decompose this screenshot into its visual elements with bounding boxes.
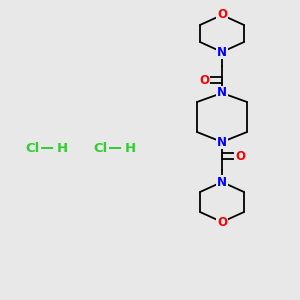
Text: N: N: [217, 46, 227, 59]
Text: N: N: [217, 86, 227, 100]
Text: N: N: [217, 136, 227, 148]
Text: H: H: [124, 142, 136, 154]
Text: O: O: [199, 74, 209, 86]
Text: N: N: [217, 176, 227, 188]
Text: O: O: [217, 8, 227, 22]
Text: O: O: [217, 215, 227, 229]
Text: Cl: Cl: [25, 142, 39, 154]
Text: O: O: [235, 149, 245, 163]
Text: H: H: [56, 142, 68, 154]
Text: Cl: Cl: [93, 142, 107, 154]
